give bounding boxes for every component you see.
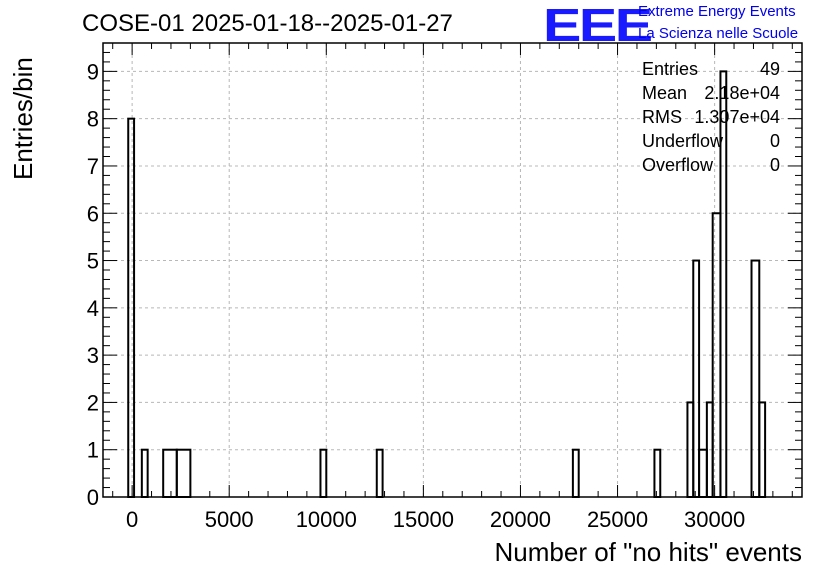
stat-value: 49 (759, 59, 780, 79)
histogram-bar (571, 448, 580, 499)
histogram-bar (653, 448, 662, 499)
histogram-bar (175, 448, 192, 499)
x-tick-label: 25000 (587, 507, 648, 532)
histogram-bar (375, 448, 384, 499)
y-tick-label: 8 (87, 107, 99, 132)
stat-label: Overflow (642, 155, 714, 175)
logo-line-2: La Scienza nelle Scuole (638, 25, 799, 42)
histogram-bar (750, 259, 761, 498)
y-tick-label: 4 (87, 296, 99, 321)
histogram-bar (758, 401, 767, 498)
y-tick-label: 3 (87, 343, 99, 368)
stat-label: RMS (642, 107, 682, 127)
x-tick-label: 10000 (296, 507, 357, 532)
x-axis-label: Number of "no hits" events (494, 537, 803, 567)
logo-line-1: Extreme Energy Events (638, 3, 796, 20)
y-tick-label: 7 (87, 154, 99, 179)
x-tick-label: 5000 (205, 507, 254, 532)
stats-box: Entries 49 Mean 2.18e+04 RMS 1.307e+04 Unde… (642, 59, 780, 179)
histogram-bar (698, 448, 708, 499)
stat-label: Mean (642, 83, 688, 103)
stat-value: 0 (769, 155, 780, 175)
y-axis-label: Entries/bin (8, 57, 38, 180)
x-tick-label: 15000 (393, 507, 454, 532)
stat-value: 1.307e+04 (694, 107, 780, 127)
y-tick-label: 1 (87, 438, 99, 463)
stats-row: Entries 49 (642, 59, 780, 83)
y-tick-label: 0 (87, 485, 99, 510)
stat-label: Entries (642, 59, 699, 79)
histogram-bar (162, 448, 178, 499)
stats-row: Mean 2.18e+04 (642, 83, 780, 107)
stats-row: RMS 1.307e+04 (642, 107, 780, 131)
stats-row: Underflow 0 (642, 131, 780, 155)
y-tick-label: 9 (87, 59, 99, 84)
stats-row: Overflow 0 (642, 155, 780, 179)
stat-value: 2.18e+04 (704, 83, 780, 103)
stat-value: 0 (769, 131, 780, 151)
histogram-bar (140, 448, 149, 499)
y-tick-label: 6 (87, 201, 99, 226)
x-tick-label: 30000 (684, 507, 745, 532)
histogram-bar (127, 117, 136, 499)
histogram-bar (319, 448, 328, 499)
x-tick-label: 20000 (490, 507, 551, 532)
stat-label: Underflow (642, 131, 724, 151)
eee-logo-mark: EEE (543, 0, 653, 51)
y-tick-label: 5 (87, 249, 99, 274)
x-tick-label: 0 (126, 507, 138, 532)
y-tick-label: 2 (87, 390, 99, 415)
chart-title: COSE-01 2025-01-18--2025-01-27 (82, 10, 453, 37)
